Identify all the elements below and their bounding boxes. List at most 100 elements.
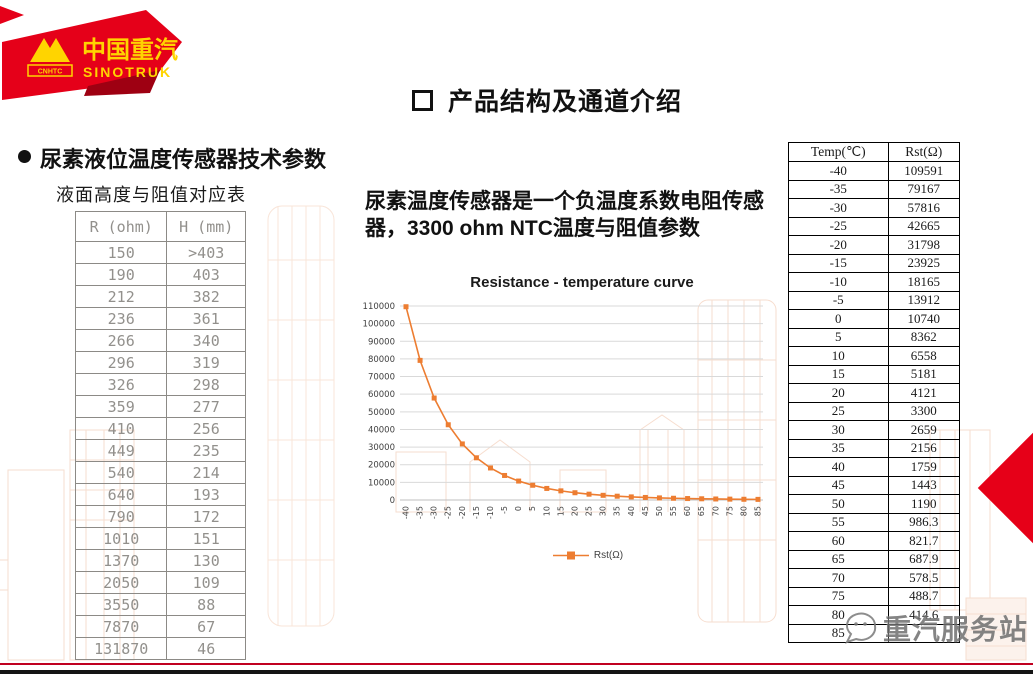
- svg-text:-15: -15: [472, 506, 481, 519]
- table-cell: 340: [166, 329, 246, 352]
- svg-text:40000: 40000: [368, 425, 395, 435]
- cnhtc-emblem: CNHTC: [27, 38, 73, 77]
- watermark-text: 重汽服务站: [883, 614, 1029, 645]
- table-cell: 45: [788, 475, 889, 495]
- table-row: -10 18165: [788, 272, 961, 292]
- table-cell: 55: [788, 512, 889, 532]
- table-row: 30 2659: [788, 420, 961, 440]
- table-cell: 296: [74, 351, 168, 374]
- table-cell: 35: [788, 438, 889, 458]
- table-row: 150 >403: [74, 241, 246, 264]
- table-cell: 212: [74, 285, 168, 308]
- svg-text:-5: -5: [500, 506, 509, 514]
- svg-text:70: 70: [711, 506, 720, 516]
- svg-text:35: 35: [613, 506, 622, 516]
- table-cell: 1010: [74, 527, 168, 550]
- ntc-description-bold: 3300 ohm NTC: [407, 217, 553, 241]
- table-row: 790 172: [74, 505, 246, 528]
- table-cell: 57816: [887, 198, 961, 218]
- table-cell: 410: [74, 417, 168, 440]
- svg-text:85: 85: [754, 506, 763, 516]
- column-header: Temp(℃): [788, 142, 889, 162]
- table-cell: 277: [166, 395, 246, 418]
- table-cell: 3550: [74, 593, 168, 616]
- table-cell: 6558: [887, 346, 961, 366]
- table-cell: 361: [166, 307, 246, 330]
- table-row: 80 414.6: [788, 605, 961, 625]
- svg-text:50: 50: [655, 506, 664, 516]
- table-cell: 236: [74, 307, 168, 330]
- table-cell: 109: [166, 571, 246, 594]
- table-row: 60 821.7: [788, 531, 961, 551]
- table-row: 1370 130: [74, 549, 246, 572]
- slide-title: 产品结构及通道介绍: [412, 82, 682, 118]
- table-cell: 85: [788, 623, 889, 643]
- table-row: 50 1190: [788, 494, 961, 514]
- table-cell: 70: [788, 568, 889, 588]
- brand-en-text: SINOTRUK: [83, 64, 172, 80]
- table-cell: 2659: [887, 420, 961, 440]
- table-cell: 40: [788, 457, 889, 477]
- table-cell: 821.7: [887, 531, 961, 551]
- svg-text:-10: -10: [486, 506, 495, 519]
- table-cell: 5: [788, 327, 889, 347]
- table-row: 45 1443: [788, 475, 961, 495]
- table-row: 7870 67: [74, 615, 246, 638]
- table-cell: 18165: [887, 272, 961, 292]
- svg-text:20000: 20000: [368, 461, 395, 471]
- table-row: 410 256: [74, 417, 246, 440]
- table-row: -15 23925: [788, 253, 961, 273]
- table-row: 131870 46: [74, 637, 246, 660]
- svg-text:65: 65: [697, 506, 706, 516]
- slide-title-text: 产品结构及通道介绍: [448, 88, 683, 116]
- table-cell: 65: [788, 549, 889, 569]
- section-heading: 尿素液位温度传感器技术参数: [18, 142, 326, 174]
- table-row: 449 235: [74, 439, 246, 462]
- svg-text:-30: -30: [430, 506, 439, 519]
- table-cell: -35: [788, 179, 889, 199]
- ntc-description-part1: 尿素温度传感器是一个负温度系数电阻传感器，: [365, 190, 764, 241]
- table-row: 190 403: [74, 263, 246, 286]
- table-row: 35 2156: [788, 438, 961, 458]
- table-cell: 266: [74, 329, 168, 352]
- table-cell: 2050: [74, 571, 168, 594]
- table-cell: 67: [166, 615, 246, 638]
- table-cell: 75: [788, 586, 889, 606]
- svg-text:0: 0: [514, 506, 523, 511]
- table-cell: 4121: [887, 383, 961, 403]
- level-resistance-table: R (ohm) H (mm) 150 >403 190 403 212 382 236 361 2…: [74, 211, 246, 660]
- table-row: 65 687.9: [788, 549, 961, 569]
- chart-legend: Rst(Ω): [358, 550, 778, 561]
- table-row: 2050 109: [74, 571, 246, 594]
- table-row: 25 3300: [788, 401, 961, 421]
- table-cell: 578.5: [887, 568, 961, 588]
- table-cell: 8362: [887, 327, 961, 347]
- table-row: -30 57816: [788, 198, 961, 218]
- table-cell: 790: [74, 505, 168, 528]
- sinotruk-logo: CNHTC 中国重汽 SINOTRUK: [2, 10, 182, 100]
- table-cell: 79167: [887, 179, 961, 199]
- svg-text:50000: 50000: [368, 408, 395, 418]
- table-row: 266 340: [74, 329, 246, 352]
- table-cell: 319: [166, 351, 246, 374]
- table-row: 15 5181: [788, 364, 961, 384]
- table-cell: 193: [166, 483, 246, 506]
- table-cell: 687.9: [887, 549, 961, 569]
- table-row: 75 488.7: [788, 586, 961, 606]
- svg-text:60: 60: [683, 506, 692, 516]
- table-cell: 214: [166, 461, 246, 484]
- table-row: 70 578.5: [788, 568, 961, 588]
- table-row: -20 31798: [788, 235, 961, 255]
- table-cell: 540: [74, 461, 168, 484]
- table-cell: 42665: [887, 216, 961, 236]
- table-cell: 151: [166, 527, 246, 550]
- table-cell: -40: [788, 161, 889, 181]
- table-cell: 403: [166, 263, 246, 286]
- svg-text:60000: 60000: [368, 390, 395, 400]
- table-cell: [887, 623, 961, 643]
- svg-text:70000: 70000: [368, 373, 395, 383]
- table-cell: 359: [74, 395, 168, 418]
- table-cell: >403: [166, 241, 246, 264]
- chart-title: Resistance - temperature curve: [470, 274, 694, 291]
- svg-text:110000: 110000: [363, 302, 395, 312]
